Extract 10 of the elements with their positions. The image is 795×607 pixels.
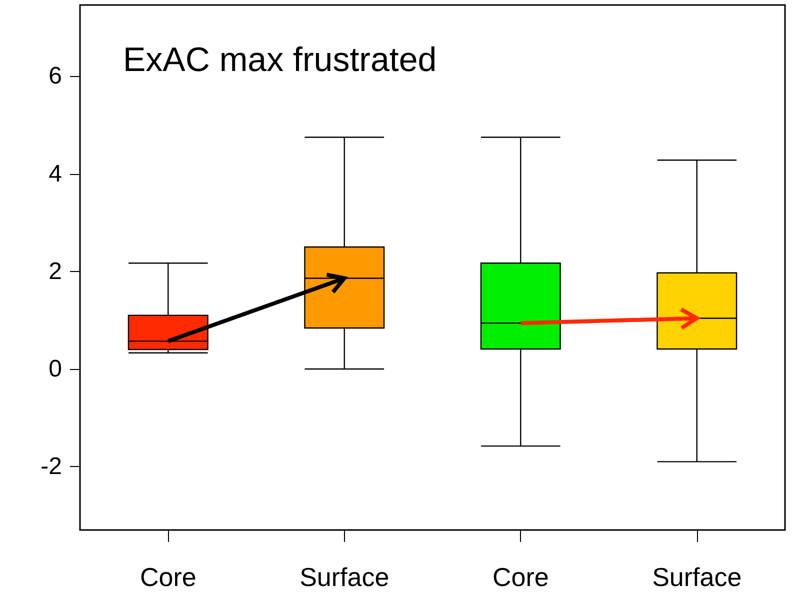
y-tick-label: 4 (48, 160, 62, 188)
text: ExAC max frustrated (123, 41, 437, 79)
x-tick-label: Surface (652, 562, 742, 592)
y-tick-label: -2 (40, 453, 62, 480)
x-tick-label: Core (140, 562, 196, 592)
x-tick-label: Surface (300, 562, 390, 592)
y-tick-label: 2 (48, 258, 62, 285)
x-tick-label: Core (492, 562, 549, 592)
y-tick-label: 0 (48, 355, 62, 382)
y-tick-label: 6 (48, 62, 62, 90)
